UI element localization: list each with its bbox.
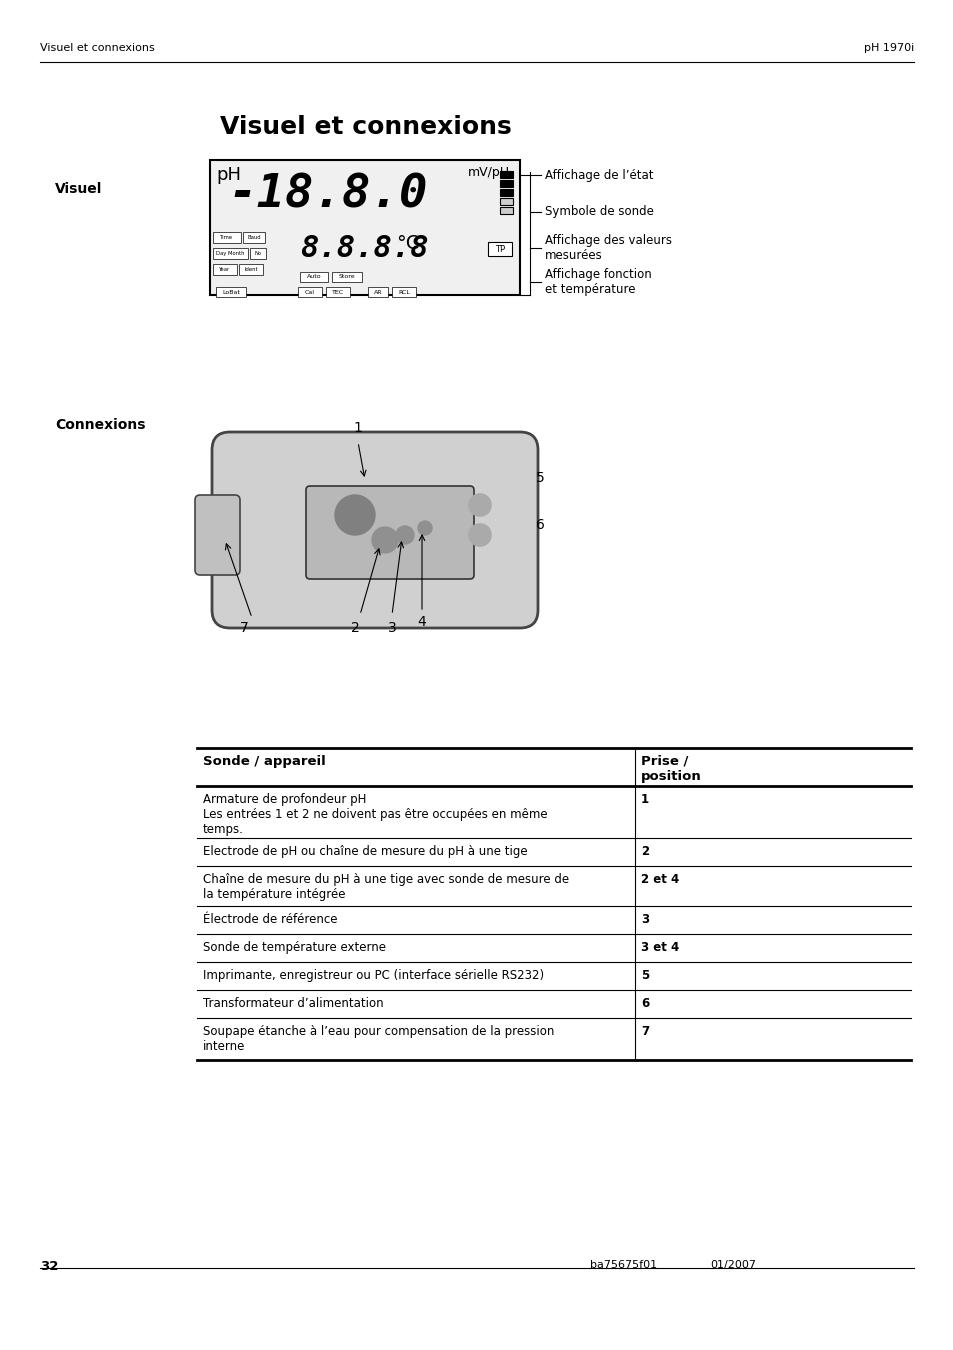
- Text: Auto: Auto: [306, 274, 321, 279]
- Bar: [213, 232, 241, 243]
- Text: 3: 3: [640, 913, 648, 926]
- Text: RCL: RCL: [397, 289, 410, 294]
- FancyBboxPatch shape: [306, 486, 474, 579]
- Circle shape: [372, 526, 397, 554]
- Text: Électrode de référence: Électrode de référence: [203, 913, 337, 926]
- Text: 4: 4: [417, 616, 426, 629]
- Circle shape: [469, 524, 491, 545]
- Text: Sonde de température externe: Sonde de température externe: [203, 941, 386, 954]
- Bar: [299, 271, 328, 282]
- FancyBboxPatch shape: [212, 432, 537, 628]
- Text: Affichage des valeurs
mesurées: Affichage des valeurs mesurées: [544, 234, 671, 262]
- FancyBboxPatch shape: [194, 495, 240, 575]
- Text: mV/pH: mV/pH: [468, 166, 510, 180]
- Text: 2: 2: [640, 845, 648, 859]
- Text: 2: 2: [351, 621, 359, 634]
- Circle shape: [469, 494, 491, 516]
- Text: 1: 1: [354, 421, 362, 435]
- Bar: [499, 189, 513, 196]
- Bar: [213, 265, 236, 275]
- Text: Cal: Cal: [305, 289, 314, 294]
- Text: ba75675f01: ba75675f01: [589, 1260, 657, 1270]
- Text: pH: pH: [215, 166, 241, 184]
- Bar: [213, 248, 248, 259]
- Text: Imprimante, enregistreur ou PC (interface sérielle RS232): Imprimante, enregistreur ou PC (interfac…: [203, 969, 543, 981]
- Bar: [326, 288, 350, 297]
- Text: Store: Store: [338, 274, 355, 279]
- Text: 7: 7: [640, 1025, 648, 1038]
- Text: 3 et 4: 3 et 4: [640, 941, 679, 954]
- Bar: [499, 207, 513, 215]
- Text: Armature de profondeur pH
Les entrées 1 et 2 ne doivent pas être occupées en mêm: Armature de profondeur pH Les entrées 1 …: [203, 792, 547, 836]
- Text: Day Month: Day Month: [216, 251, 245, 256]
- Text: Visuel: Visuel: [55, 182, 102, 196]
- Text: Electrode de pH ou chaîne de mesure du pH à une tige: Electrode de pH ou chaîne de mesure du p…: [203, 845, 527, 859]
- Text: 1: 1: [640, 792, 648, 806]
- Text: No: No: [254, 251, 261, 256]
- Text: Transformateur d’alimentation: Transformateur d’alimentation: [203, 998, 383, 1010]
- Text: Visuel et connexions: Visuel et connexions: [220, 115, 511, 139]
- Text: pH 1970i: pH 1970i: [862, 43, 913, 53]
- Text: Ident: Ident: [244, 267, 257, 271]
- Text: AR: AR: [374, 289, 382, 294]
- Text: ►: ►: [506, 170, 513, 180]
- Bar: [499, 171, 513, 178]
- Text: 5: 5: [640, 969, 649, 981]
- Bar: [239, 265, 263, 275]
- Text: Connexions: Connexions: [55, 418, 146, 432]
- Bar: [210, 161, 519, 296]
- Bar: [392, 288, 416, 297]
- Text: 8.8.8.8: 8.8.8.8: [299, 234, 428, 263]
- Text: 5: 5: [535, 471, 544, 485]
- Text: Visuel et connexions: Visuel et connexions: [40, 43, 154, 53]
- Bar: [488, 242, 512, 256]
- Text: Symbole de sonde: Symbole de sonde: [544, 205, 653, 219]
- Text: Time: Time: [220, 235, 233, 240]
- Text: °C: °C: [395, 234, 419, 252]
- Bar: [499, 198, 513, 205]
- Text: Prise /
position: Prise / position: [640, 755, 701, 783]
- Text: 6: 6: [535, 518, 544, 532]
- Circle shape: [417, 521, 432, 535]
- Bar: [250, 248, 266, 259]
- Bar: [332, 271, 361, 282]
- Text: 2 et 4: 2 et 4: [640, 873, 679, 886]
- Circle shape: [335, 495, 375, 535]
- Text: 7: 7: [239, 621, 248, 634]
- Text: TP: TP: [495, 244, 504, 254]
- Text: Affichage fonction
et température: Affichage fonction et température: [544, 269, 651, 296]
- Circle shape: [395, 526, 414, 544]
- Text: LoBat: LoBat: [222, 289, 240, 294]
- Text: -18.8.0: -18.8.0: [228, 171, 427, 217]
- Text: Year: Year: [219, 267, 231, 271]
- Text: Baud: Baud: [247, 235, 260, 240]
- Bar: [499, 180, 513, 188]
- Bar: [297, 288, 322, 297]
- Text: Soupape étanche à l’eau pour compensation de la pression
interne: Soupape étanche à l’eau pour compensatio…: [203, 1025, 554, 1053]
- Text: 6: 6: [640, 998, 649, 1010]
- Text: Affichage de l’état: Affichage de l’état: [544, 169, 653, 181]
- Text: Chaîne de mesure du pH à une tige avec sonde de mesure de
la température intégré: Chaîne de mesure du pH à une tige avec s…: [203, 873, 569, 900]
- Text: TEC: TEC: [332, 289, 344, 294]
- Text: 01/2007: 01/2007: [709, 1260, 755, 1270]
- Text: Sonde / appareil: Sonde / appareil: [203, 755, 325, 768]
- Bar: [243, 232, 265, 243]
- Bar: [215, 288, 246, 297]
- Bar: [368, 288, 388, 297]
- Text: 32: 32: [40, 1260, 58, 1273]
- Text: 3: 3: [387, 621, 395, 634]
